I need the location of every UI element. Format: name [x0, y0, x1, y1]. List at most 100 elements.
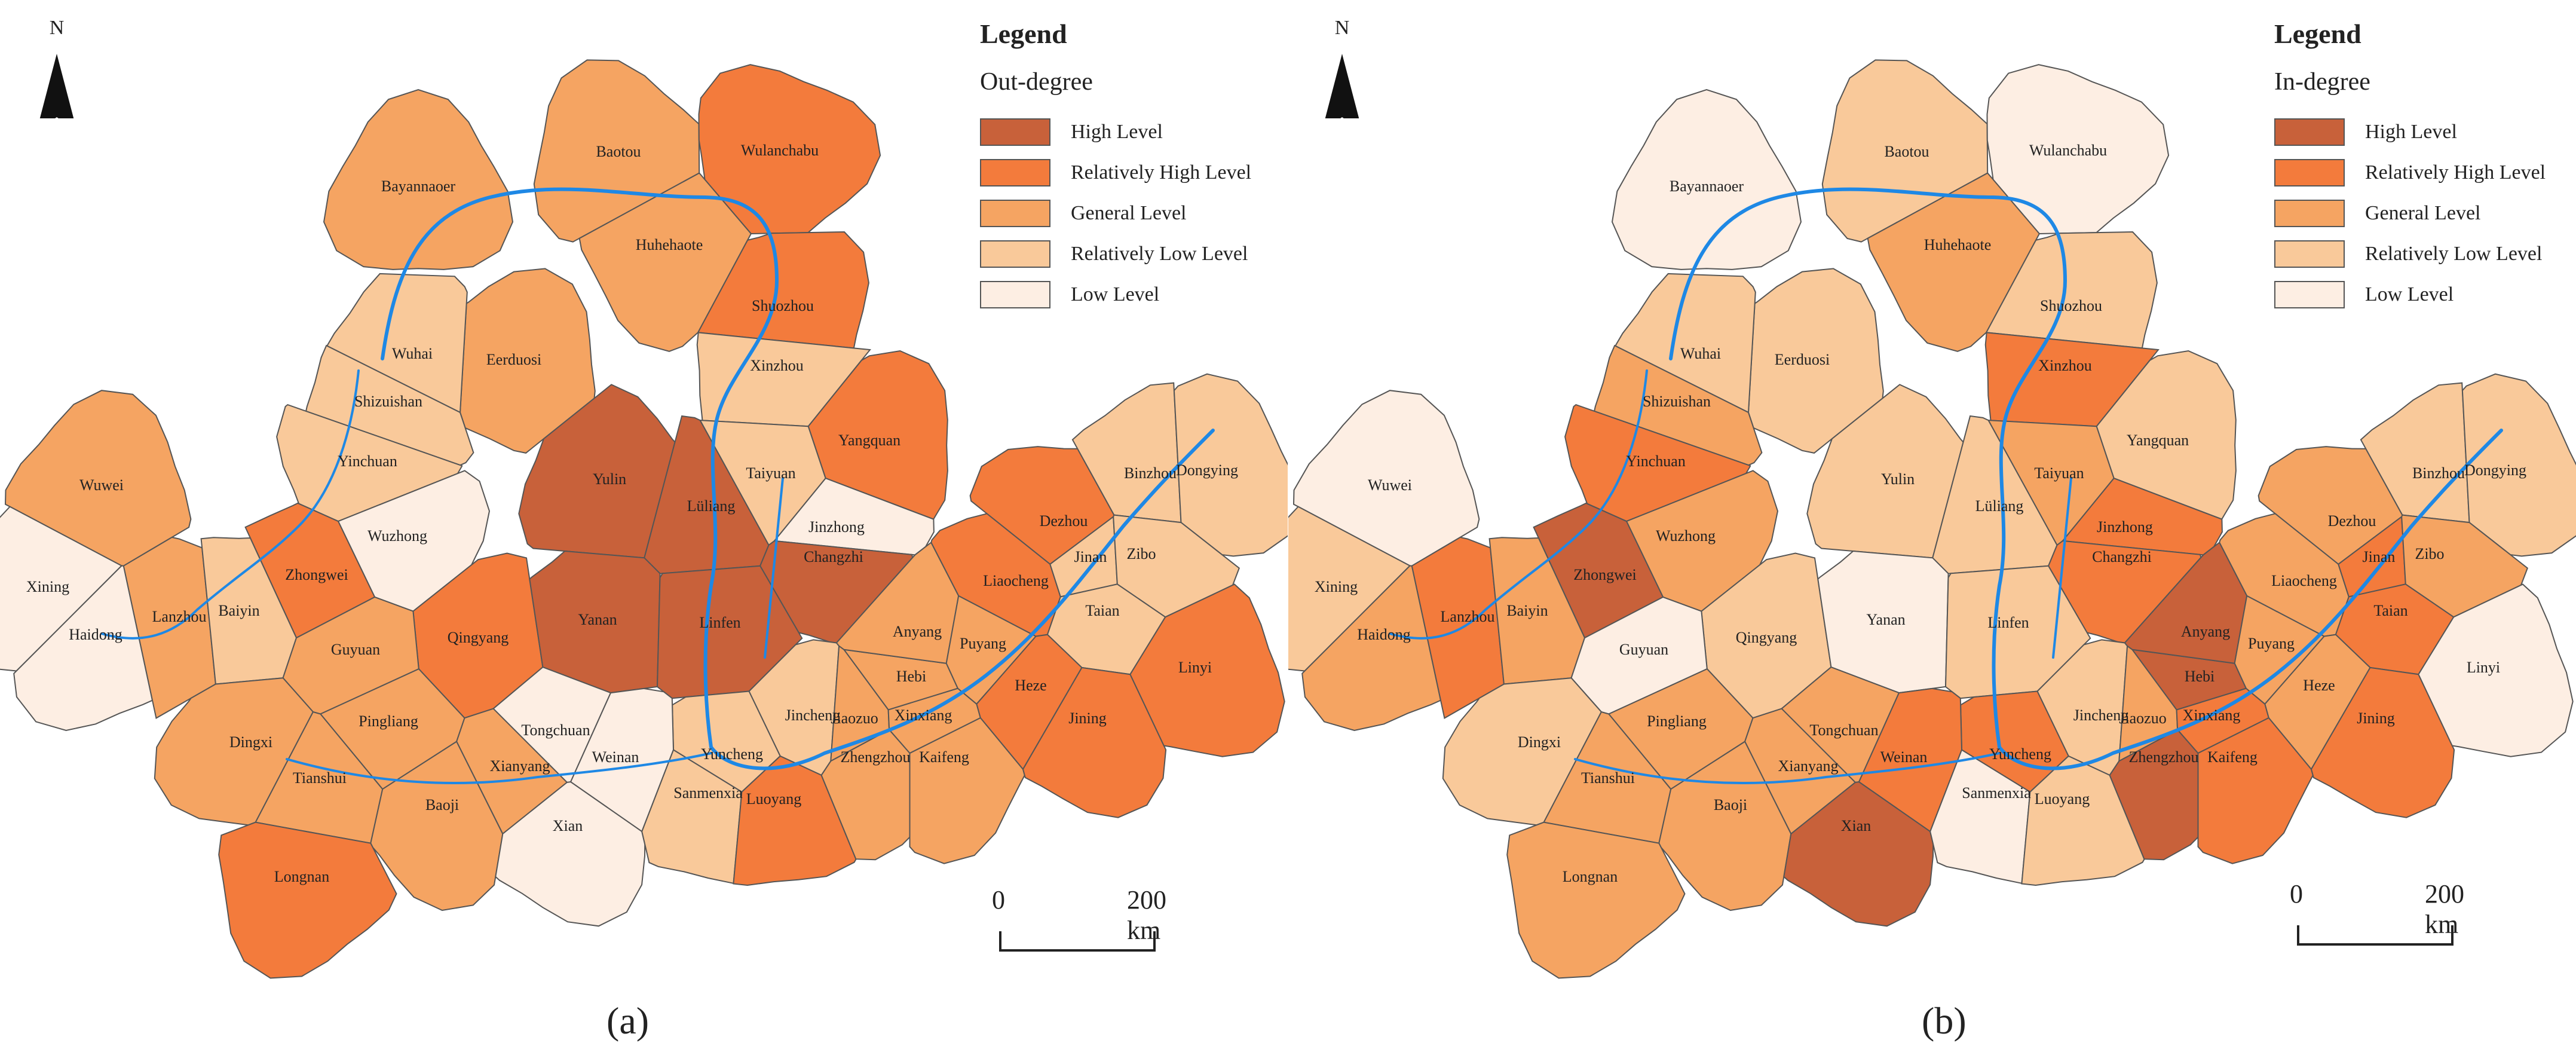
- north-label: N: [1334, 17, 1350, 39]
- region-xining: [0, 506, 123, 672]
- region-label: Baiyin: [1506, 602, 1548, 619]
- north-arrow-icon: [39, 54, 74, 118]
- region-label: Wuwei: [79, 476, 124, 494]
- region-jining: [1022, 666, 1167, 818]
- legend-item: High Level: [2274, 112, 2546, 152]
- legend-swatch: [2274, 159, 2345, 186]
- region-xian: [495, 781, 646, 927]
- region-label: Anyang: [2181, 623, 2230, 640]
- region-wulanchabu: [1986, 64, 2170, 235]
- region-label: Xianyang: [1778, 757, 1838, 775]
- region-label: Huhehaote: [636, 236, 703, 253]
- regions: [0, 59, 1288, 979]
- region-label: Zibo: [1126, 545, 1156, 562]
- region-wulanchabu: [698, 64, 881, 235]
- scale-zero: 0: [2290, 879, 2303, 909]
- region-label: Jincheng: [2073, 707, 2128, 724]
- region-huhehaote: [578, 172, 752, 352]
- legend-item: High Level: [980, 112, 1251, 152]
- region-label: Xinxiang: [2183, 707, 2241, 724]
- legend-items: High Level Relatively High Level General…: [2274, 112, 2546, 315]
- region-label: Xining: [26, 578, 69, 595]
- region-label: Anyang: [893, 623, 942, 640]
- legend-item: Relatively Low Level: [980, 234, 1251, 274]
- legend-label: High Level: [2365, 121, 2457, 143]
- region-label: Shuozhou: [2040, 297, 2102, 314]
- region-label: Zhongwei: [1573, 566, 1636, 583]
- scale-bar: 0 200 km: [2290, 879, 2469, 950]
- region-label: Wuzhong: [1656, 527, 1716, 545]
- region-weinan: [1858, 687, 1963, 833]
- region-sanmenxia: [1929, 749, 2031, 885]
- region-longnan: [1506, 821, 1686, 979]
- region-label: Yangquan: [2127, 432, 2189, 449]
- choropleth-map-out-degree: Bayannaoer Baotou Wulanchabu Huhehaote Shuoz…: [0, 59, 1288, 979]
- choropleth-map-in-degree: Bayannaoer Baotou Wulanchabu Huhehaote Shuoz…: [1288, 59, 2576, 979]
- region-jining: [2310, 666, 2455, 818]
- river-line: [286, 752, 712, 784]
- region-bayannaoer: [323, 88, 514, 270]
- legend-swatch: [2274, 200, 2345, 227]
- regions: [1288, 59, 2576, 979]
- region-bayannaoer: [1611, 88, 1802, 270]
- region-label: Wuhai: [392, 345, 433, 362]
- region-label: Xian: [553, 817, 583, 834]
- region-linyi: [1129, 583, 1285, 757]
- region-label: Bayannaoer: [1670, 178, 1744, 195]
- region-huhehaote: [1867, 172, 2041, 352]
- region-labels: Bayannaoer Baotou Wulanchabu Huhehaote Shuoz…: [26, 142, 1238, 885]
- region-label: Puyang: [960, 635, 1006, 652]
- legend-metric: Out-degree: [980, 68, 1093, 96]
- legend-label: Relatively High Level: [1071, 161, 1252, 184]
- legend-label: Low Level: [1071, 283, 1160, 305]
- region-yangquan: [2096, 350, 2237, 520]
- region-label: Luoyang: [746, 790, 801, 808]
- region-zhongwei: [1533, 502, 1664, 639]
- region-label: Xinzhou: [750, 357, 804, 374]
- legend-item: Relatively Low Level: [2274, 234, 2546, 274]
- legend-swatch: [980, 118, 1050, 146]
- region-wuhai: [1614, 273, 1756, 414]
- region-dingxi: [154, 677, 314, 826]
- region-label: Baotou: [1884, 143, 1929, 160]
- legend: Legend In-degree High Level Relatively H…: [2274, 18, 2546, 315]
- region-label: Jincheng: [785, 707, 840, 724]
- region-label: Xinxiang: [895, 707, 952, 724]
- river-line: [100, 369, 360, 640]
- legend-label: Relatively High Level: [2365, 161, 2546, 184]
- region-label: Taian: [2373, 602, 2407, 619]
- region-label: Jinzhong: [808, 518, 865, 536]
- panel-label: (a): [607, 999, 650, 1042]
- river-line: [1669, 187, 2503, 770]
- region-label: Wulanchabu: [2029, 142, 2107, 159]
- region-label: Lanzhou: [152, 608, 207, 625]
- region-label: Dezhou: [2328, 512, 2376, 530]
- legend-swatch: [980, 200, 1050, 227]
- region-label: Shizuishan: [1643, 393, 1711, 410]
- scale-bar-line: [2297, 925, 2454, 946]
- region-haidong: [13, 565, 154, 732]
- region-label: Shuozhou: [752, 297, 814, 314]
- region-label: Wuwei: [1368, 476, 1412, 494]
- region-label: Jining: [1068, 710, 1107, 727]
- region-label: Lanzhou: [1441, 608, 1495, 625]
- region-baotou: [533, 59, 700, 243]
- region-label: Qingyang: [1736, 629, 1797, 646]
- region-label: Xian: [1841, 817, 1871, 834]
- legend-item: Low Level: [980, 274, 1251, 315]
- region-label: Binzhou: [1124, 464, 1177, 482]
- region-label: Yanan: [578, 611, 617, 628]
- region-label: Jining: [2357, 710, 2395, 727]
- legend: Legend Out-degree High Level Relatively …: [980, 18, 1251, 315]
- panel-label: (b): [1922, 999, 1967, 1042]
- region-label: Sanmenxia: [673, 784, 743, 802]
- region-label: Puyang: [2248, 635, 2295, 652]
- legend-item: Low Level: [2274, 274, 2546, 315]
- legend-swatch: [980, 281, 1050, 308]
- region-label: Eerduosi: [1775, 351, 1830, 368]
- region-label: Yinchuan: [338, 452, 397, 470]
- region-label: Binzhou: [2412, 464, 2465, 482]
- region-dongying: [2461, 373, 2576, 557]
- region-dingxi: [1442, 677, 1603, 826]
- region-label: Baiyin: [218, 602, 259, 619]
